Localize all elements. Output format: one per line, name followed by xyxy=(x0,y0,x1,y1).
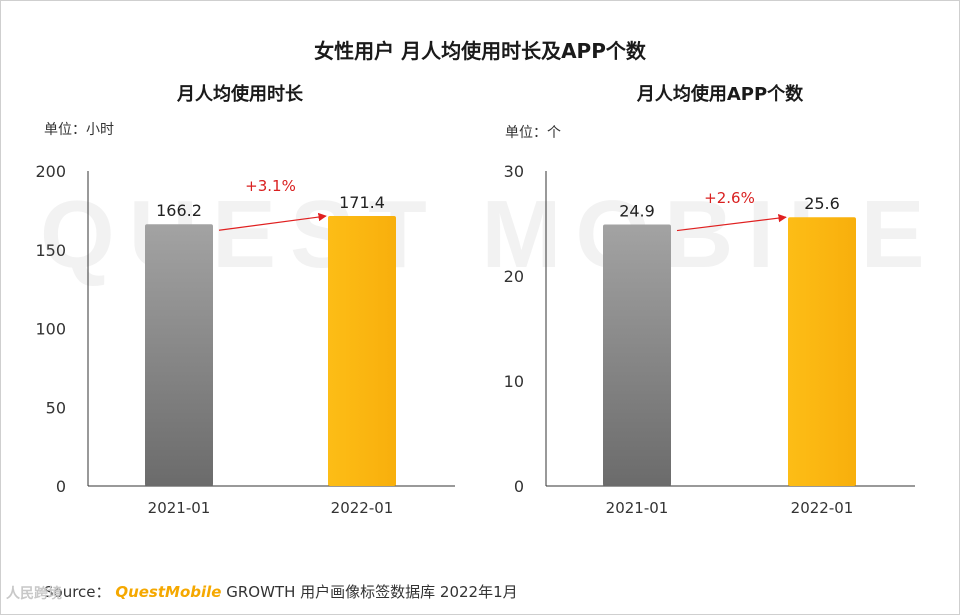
corner-logo: 人民跨境 xyxy=(6,586,62,602)
y-tick-label: 50 xyxy=(46,398,66,417)
bar-2021-01 xyxy=(603,224,671,487)
x-tick-label: 2022-01 xyxy=(331,499,394,517)
data-label: 25.6 xyxy=(804,194,840,213)
y-tick-label: 0 xyxy=(56,477,66,496)
main-title: 女性用户 月人均使用时长及APP个数 xyxy=(314,39,646,63)
data-label: 24.9 xyxy=(619,202,655,221)
bar-2022-01 xyxy=(788,217,856,486)
source-line: Source： QuestMobile GROWTH 用户画像标签数据库 202… xyxy=(44,581,518,602)
source-brand: QuestMobile xyxy=(115,583,222,601)
data-label: 166.2 xyxy=(156,201,202,220)
growth-label: +3.1% xyxy=(245,177,296,195)
y-tick-label: 200 xyxy=(35,162,66,181)
chart-1-unit: 单位：小时 xyxy=(44,122,114,138)
y-tick-label: 150 xyxy=(35,241,66,260)
chart-2-subtitle: 月人均使用APP个数 xyxy=(636,84,804,105)
bar-2022-01 xyxy=(328,216,396,487)
growth-label: +2.6% xyxy=(704,189,755,207)
y-tick-label: 20 xyxy=(504,267,524,286)
source-text: GROWTH 用户画像标签数据库 2022年1月 xyxy=(226,583,518,601)
source-prefix: Source： xyxy=(44,583,111,601)
bar-2021-01 xyxy=(145,224,213,487)
growth-arrow xyxy=(676,213,787,232)
growth-arrow xyxy=(218,212,327,231)
x-tick-label: 2021-01 xyxy=(148,499,211,517)
y-tick-label: 0 xyxy=(514,477,524,496)
y-tick-label: 10 xyxy=(504,372,524,391)
chart-1-subtitle: 月人均使用时长 xyxy=(177,84,303,105)
data-label: 171.4 xyxy=(339,193,385,212)
x-tick-label: 2021-01 xyxy=(606,499,669,517)
y-tick-label: 100 xyxy=(35,320,66,339)
y-tick-label: 30 xyxy=(504,162,524,181)
chart-2-unit: 单位：个 xyxy=(505,125,561,141)
x-tick-label: 2022-01 xyxy=(791,499,854,517)
